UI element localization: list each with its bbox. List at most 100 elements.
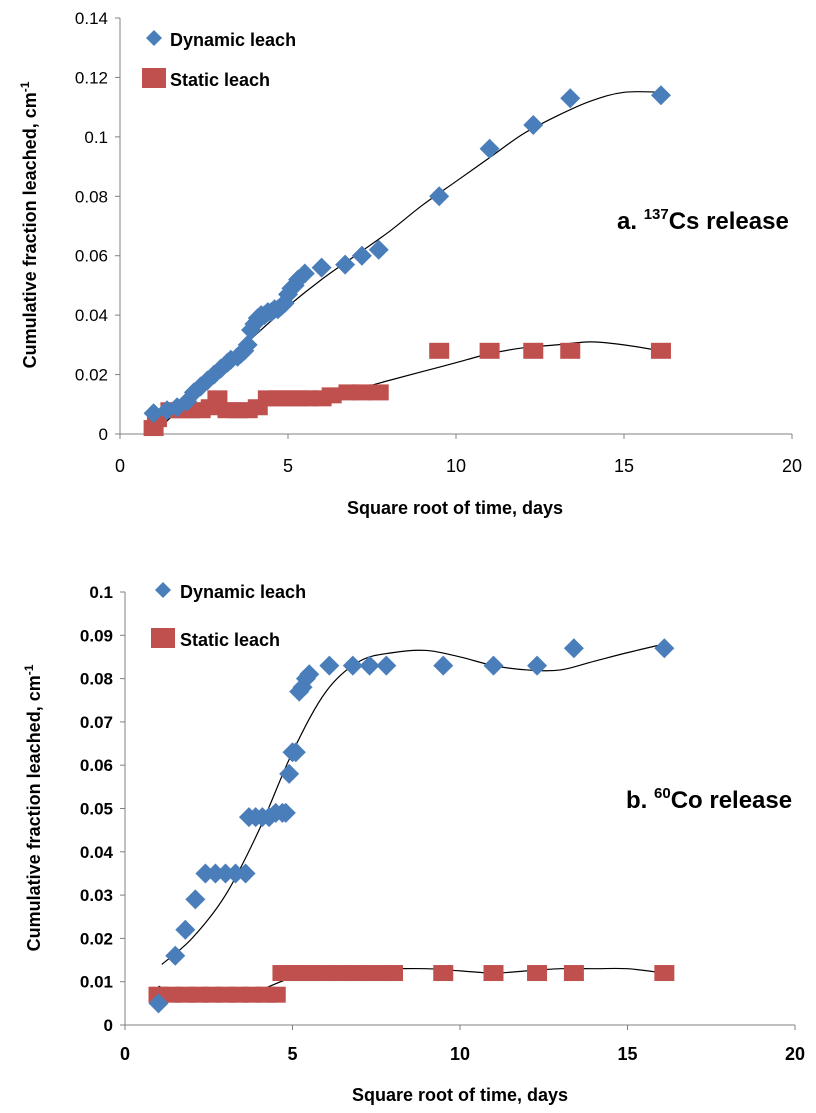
static-leach-point [299,965,320,982]
static-leach-point [368,384,389,401]
x-tick-label: 20 [782,456,802,476]
dynamic-leach-point [479,138,500,159]
chart-panel-b: 0 0.01 0.02 0.03 0.04 0.05 0.06 0.07 0.08 0.09 0.1… [0,570,816,1113]
chart-a-svg: 0 0.02 0.04 0.06 0.08 0.1 0.12 0.14 0 5 10 15 20 Squ… [18,9,802,518]
y-tick-label: 0.07 [80,713,113,732]
y-tick-label: 0.03 [80,886,113,905]
chart-a-marks [143,85,671,437]
x-tick-label: 15 [617,1044,637,1064]
chart-b-ticks: 0 0.01 0.02 0.03 0.04 0.05 0.06 0.07 0.08 0.09 0.1… [80,583,805,1064]
x-tick-label: 0 [115,456,125,476]
legend-static-marker [151,628,175,648]
dynamic-leach-point [237,334,258,355]
y-tick-label: 0.06 [75,247,108,266]
chart-b-legend: Dynamic leach Static leach [151,582,306,650]
dynamic-leach-point [527,655,548,676]
legend-dynamic-label: Dynamic leach [170,30,296,50]
static-leach-point [366,965,387,982]
x-tick-label: 5 [283,456,293,476]
dynamic-leach-point [235,863,256,884]
x-tick-label: 10 [450,1044,470,1064]
dynamic-leach-point [483,655,504,676]
y-tick-label: 0.04 [75,306,108,325]
legend-dynamic-label: Dynamic leach [180,582,306,602]
dynamic-leach-point [175,919,196,940]
y-tick-label: 0 [99,425,108,444]
dynamic-leach-point [335,254,356,275]
static-leach-point [349,965,370,982]
y-tick-label: 0.01 [80,973,113,992]
dynamic-leach-point [143,403,164,424]
dynamic-leach-point [311,257,332,278]
dynamic-leach-point [275,802,296,823]
legend-dynamic-marker [146,30,162,46]
dynamic-leach-point [654,638,675,659]
static-leach-point [654,965,675,982]
static-leach-point [433,965,454,982]
dynamic-leach-point [279,763,300,784]
dynamic-leach-point [319,655,340,676]
dynamic-leach-point [429,186,450,207]
x-tick-label: 5 [287,1044,297,1064]
chart-a-ticks: 0 0.02 0.04 0.06 0.08 0.1 0.12 0.14 0 5 10 15 20 [75,9,802,476]
y-tick-label: 0.12 [75,68,108,87]
dynamic-leach-point [195,863,216,884]
dynamic-leach-point [523,114,544,135]
chart-a-legend: Dynamic leach Static leach [142,30,296,90]
dynamic-leach-point [560,88,581,109]
static-leach-point [479,342,500,359]
chart-b-trendlines [158,643,665,1001]
legend-dynamic-marker [155,582,171,598]
y-tick-label: 0.08 [80,670,113,689]
chart-b-svg: 0 0.01 0.02 0.03 0.04 0.05 0.06 0.07 0.08 0.09 0.1… [22,582,805,1105]
dynamic-leach-point [215,863,236,884]
chart-b-annotation: b. 60Co release [626,785,792,814]
chart-b-x-axis-title: Square root of time, days [352,1085,568,1105]
static-leach-point [332,965,353,982]
dynamic-leach-point [285,742,306,763]
dynamic-leach-point [294,263,315,284]
static-leach-point [560,342,581,359]
dynamic-leach-point [165,945,186,966]
dynamic-leach-point [563,638,584,659]
static-leach-point [650,342,671,359]
y-tick-label: 0 [104,1016,113,1035]
chart-b-marks [148,638,675,1014]
chart-a-y-axis-title: Cumulative fraction leached, cm-1 [18,81,40,368]
static-leach-point [321,387,342,404]
chart-b-y-axis-title: Cumulative fraction leached, cm-1 [22,664,44,951]
y-tick-label: 0.1 [89,583,113,602]
static-leach-point [483,965,504,982]
dynamic-leach-point [148,993,169,1014]
dynamic-leach-point [359,655,380,676]
static-leach-point [351,384,372,401]
x-tick-label: 0 [120,1044,130,1064]
static-leach-point [265,986,286,1003]
chart-a-trendlines [153,91,665,435]
y-tick-label: 0.09 [80,626,113,645]
dynamic-leach-point [351,245,372,266]
chart-a-x-axis-title: Square root of time, days [347,498,563,518]
dynamic-leach-point [368,239,389,260]
x-tick-label: 10 [446,456,466,476]
static-leach-point [563,965,584,982]
dynamic-leach-point [433,655,454,676]
y-tick-label: 0.14 [75,9,108,28]
dynamic-leach-point [225,863,246,884]
y-tick-label: 0.05 [80,800,113,819]
x-tick-label: 20 [785,1044,805,1064]
static-leach-point [523,342,544,359]
y-tick-label: 0.04 [80,843,114,862]
x-tick-label: 15 [614,456,634,476]
static-leach-point [429,342,450,359]
dynamic-leach-point [185,889,206,910]
legend-static-label: Static leach [170,70,270,90]
dynamic-leach-point [376,655,397,676]
chart-panel-a: 0 0.02 0.04 0.06 0.08 0.1 0.12 0.14 0 5 10 15 20 Squ… [0,0,816,540]
dynamic-leach-point [650,85,671,106]
static-leach-point [527,965,548,982]
y-tick-label: 0.06 [80,756,113,775]
y-tick-label: 0.02 [75,366,108,385]
static-leach-point [383,965,403,982]
legend-static-marker [142,68,166,88]
